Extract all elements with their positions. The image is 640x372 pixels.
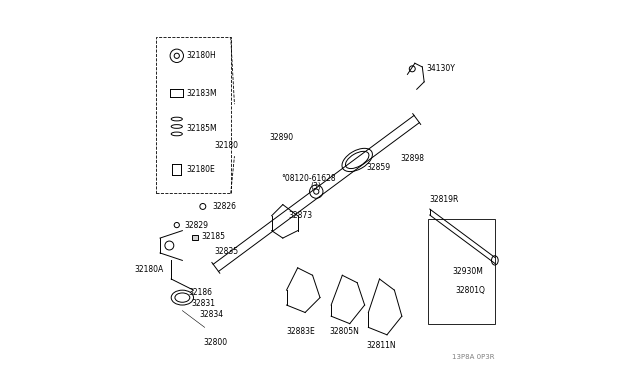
Text: °08120-61628: °08120-61628 (282, 174, 336, 183)
Text: 32930M: 32930M (452, 267, 483, 276)
Text: 32801Q: 32801Q (456, 286, 486, 295)
Text: 32811N: 32811N (367, 341, 396, 350)
Bar (191, 235, 198, 240)
Text: 32183M: 32183M (186, 89, 217, 97)
Text: 32186: 32186 (188, 288, 212, 296)
Text: 32185: 32185 (201, 232, 225, 241)
Text: 32898: 32898 (400, 154, 424, 163)
Text: 32805N: 32805N (330, 327, 359, 336)
Text: 32826: 32826 (212, 202, 236, 211)
Text: 32883E: 32883E (287, 327, 316, 336)
Text: 32180A: 32180A (134, 265, 163, 274)
Text: 32185M: 32185M (186, 124, 217, 133)
Bar (428, 219, 495, 324)
Text: (3): (3) (311, 182, 322, 190)
Text: 32831: 32831 (191, 299, 216, 308)
Text: 32819R: 32819R (429, 195, 459, 203)
Text: 32835: 32835 (214, 247, 238, 256)
Text: 32834: 32834 (199, 310, 223, 319)
Text: 32180H: 32180H (186, 51, 216, 60)
Text: 34130Y: 34130Y (426, 64, 455, 73)
Text: 32890: 32890 (270, 133, 294, 142)
Text: 32800: 32800 (204, 338, 228, 347)
Text: 32180: 32180 (214, 141, 238, 150)
Text: 32180E: 32180E (186, 165, 215, 174)
Text: 32859: 32859 (367, 163, 390, 172)
Bar (156, 37, 231, 193)
Text: 32873: 32873 (289, 211, 312, 220)
Text: 13P8A 0P3R: 13P8A 0P3R (452, 354, 495, 360)
Text: 32829: 32829 (184, 221, 208, 230)
